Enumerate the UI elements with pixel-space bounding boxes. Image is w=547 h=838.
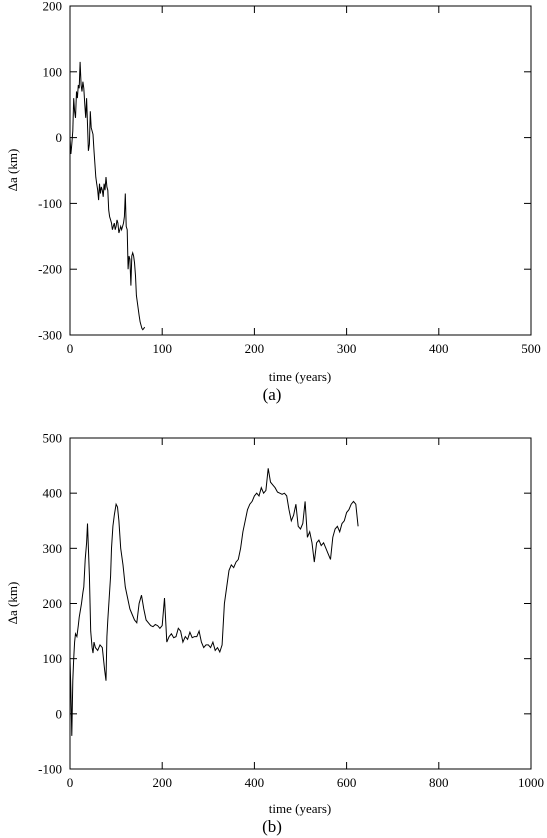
x-axis-label-b: time (years) — [269, 801, 331, 816]
y-tick-label-a-0: -300 — [38, 328, 62, 343]
y-axis-label-a: Δa (km) — [5, 149, 20, 192]
x-tick-label-a-5: 500 — [521, 341, 541, 356]
y-tick-label-a-3: 0 — [56, 130, 63, 145]
y-tick-label-a-1: -200 — [38, 262, 62, 277]
panel-a: 0 100 200 300 400 500 -300 -200 -100 0 100 200 time… — [5, 0, 541, 404]
panel-label-b: (b) — [262, 817, 282, 836]
y-tick-label-a-5: 200 — [43, 0, 63, 14]
y-tick-label-a-2: -100 — [38, 196, 62, 211]
y-tick-label-b-0: -100 — [38, 762, 62, 777]
axis-ticks-a: 0 100 200 300 400 500 -300 -200 -100 0 100 200 — [38, 0, 541, 356]
x-tick-label-b-1: 200 — [152, 775, 172, 790]
panel-b: 0 200 400 600 800 1000 -100 0 100 200 300 400 500 ti… — [5, 431, 544, 837]
y-tick-label-b-5: 400 — [43, 486, 63, 501]
y-tick-label-b-6: 500 — [43, 431, 63, 446]
y-tick-label-b-3: 200 — [43, 596, 63, 611]
y-axis-label-b: Δa (km) — [5, 582, 20, 625]
x-tick-label-b-3: 600 — [337, 775, 357, 790]
series-line-a — [69, 61, 146, 331]
x-tick-label-b-2: 400 — [245, 775, 265, 790]
x-tick-label-b-4: 800 — [429, 775, 449, 790]
plot-frame-a — [69, 5, 532, 336]
axis-ticks-b: 0 200 400 600 800 1000 -100 0 100 200 300 400 500 — [38, 431, 544, 791]
x-tick-label-b-5: 1000 — [518, 775, 544, 790]
x-tick-label-a-4: 400 — [429, 341, 449, 356]
y-tick-label-b-1: 0 — [56, 706, 63, 721]
x-tick-label-b-0: 0 — [67, 775, 74, 790]
x-tick-label-a-0: 0 — [67, 341, 74, 356]
x-tick-label-a-1: 100 — [152, 341, 172, 356]
x-axis-label-a: time (years) — [269, 369, 331, 384]
panel-label-a: (a) — [263, 385, 282, 404]
y-tick-label-a-4: 100 — [43, 64, 63, 79]
x-tick-label-a-2: 200 — [245, 341, 265, 356]
y-tick-label-b-2: 100 — [43, 651, 63, 666]
series-line-b — [69, 468, 359, 736]
y-tick-label-b-4: 300 — [43, 541, 63, 556]
x-tick-label-a-3: 300 — [337, 341, 357, 356]
